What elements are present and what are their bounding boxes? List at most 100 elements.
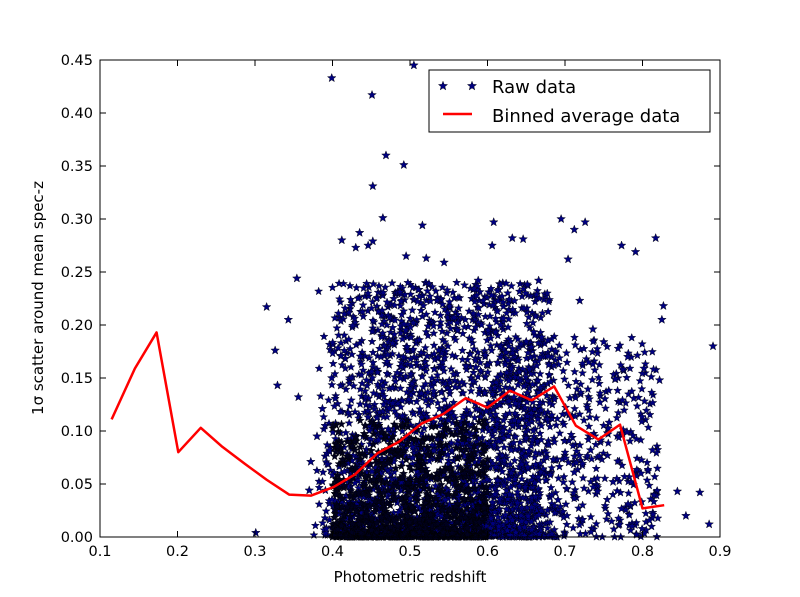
raw-data-point bbox=[388, 431, 398, 441]
raw-data-point bbox=[395, 383, 406, 393]
raw-data-point bbox=[469, 441, 479, 450]
raw-data-point bbox=[445, 377, 455, 387]
raw-data-point bbox=[545, 517, 555, 527]
raw-data-point bbox=[553, 494, 563, 505]
raw-data-point bbox=[397, 309, 407, 319]
x-tick-label: 0.1 bbox=[88, 544, 111, 560]
raw-data-point bbox=[349, 381, 359, 390]
raw-data-point bbox=[472, 404, 482, 413]
raw-data-point bbox=[501, 510, 511, 519]
raw-data-point bbox=[423, 321, 433, 331]
raw-data-point bbox=[654, 375, 665, 385]
raw-data-point bbox=[334, 330, 344, 340]
raw-data-point bbox=[532, 360, 542, 370]
raw-data-point bbox=[451, 443, 461, 453]
raw-data-point bbox=[380, 282, 390, 292]
raw-data-point bbox=[475, 492, 485, 502]
raw-data-point bbox=[403, 478, 413, 487]
raw-data-point bbox=[546, 482, 556, 492]
raw-data-point bbox=[488, 518, 498, 528]
raw-data-point bbox=[632, 464, 642, 474]
raw-data-point bbox=[423, 449, 433, 459]
raw-data-point bbox=[558, 366, 568, 375]
raw-data-point bbox=[440, 495, 450, 504]
raw-data-point bbox=[403, 346, 413, 355]
raw-data-point bbox=[337, 360, 347, 369]
raw-data-point bbox=[582, 451, 593, 460]
raw-data-point bbox=[608, 476, 618, 486]
raw-data-point bbox=[503, 322, 513, 332]
raw-data-point bbox=[432, 370, 442, 380]
raw-data-point bbox=[452, 517, 462, 527]
raw-data-point bbox=[510, 398, 521, 408]
raw-data-point bbox=[405, 383, 415, 393]
raw-data-point bbox=[261, 301, 272, 312]
raw-data-point bbox=[356, 498, 366, 508]
raw-data-point bbox=[523, 511, 533, 521]
raw-data-point bbox=[579, 415, 589, 425]
raw-data-point bbox=[367, 326, 377, 336]
raw-data-point bbox=[401, 455, 411, 464]
raw-data-point bbox=[423, 442, 433, 452]
raw-data-point bbox=[695, 487, 705, 497]
raw-data-point bbox=[376, 531, 386, 541]
x-tick-label: 0.5 bbox=[398, 544, 421, 560]
raw-data-point bbox=[367, 303, 377, 313]
raw-data-point bbox=[527, 502, 537, 512]
raw-data-point bbox=[496, 376, 506, 385]
raw-data-point bbox=[648, 509, 658, 519]
raw-data-point bbox=[429, 499, 439, 509]
raw-data-point bbox=[389, 329, 399, 339]
raw-data-point bbox=[571, 457, 581, 467]
raw-data-point bbox=[415, 404, 425, 413]
raw-data-point bbox=[494, 400, 504, 409]
raw-data-point bbox=[448, 287, 458, 297]
raw-data-point bbox=[566, 429, 576, 439]
raw-data-point bbox=[346, 395, 356, 405]
raw-data-point bbox=[379, 391, 389, 401]
raw-data-point bbox=[627, 521, 637, 531]
raw-data-point bbox=[516, 468, 526, 477]
raw-data-point bbox=[541, 475, 551, 485]
raw-data-point bbox=[442, 308, 453, 317]
raw-data-point bbox=[517, 448, 527, 458]
raw-data-point bbox=[350, 242, 361, 252]
raw-data-point bbox=[359, 428, 369, 438]
raw-data-point bbox=[563, 254, 573, 264]
raw-data-point bbox=[473, 372, 483, 381]
raw-data-point bbox=[473, 488, 483, 497]
raw-data-point bbox=[419, 480, 429, 489]
raw-data-point bbox=[453, 325, 463, 335]
raw-data-point bbox=[485, 311, 495, 321]
raw-data-point bbox=[336, 531, 346, 541]
raw-data-point bbox=[405, 354, 415, 364]
raw-data-point bbox=[579, 483, 589, 493]
raw-data-point bbox=[521, 433, 531, 443]
raw-data-point bbox=[535, 397, 545, 407]
raw-data-point bbox=[399, 468, 409, 478]
raw-data-point bbox=[607, 516, 617, 526]
raw-data-point bbox=[371, 458, 381, 468]
raw-data-point bbox=[383, 349, 393, 359]
raw-data-point bbox=[604, 417, 614, 427]
raw-data-point bbox=[457, 377, 467, 386]
raw-data-point bbox=[490, 489, 500, 499]
raw-data-point bbox=[342, 451, 352, 461]
raw-data-point bbox=[392, 410, 402, 419]
raw-data-point bbox=[406, 433, 416, 443]
raw-data-point bbox=[456, 463, 466, 472]
raw-data-point bbox=[421, 327, 431, 336]
raw-data-point bbox=[616, 240, 627, 250]
raw-data-point bbox=[622, 372, 632, 382]
raw-data-point bbox=[421, 379, 431, 388]
raw-data-point bbox=[457, 345, 467, 355]
raw-data-point bbox=[414, 451, 424, 461]
raw-data-point bbox=[530, 448, 540, 457]
raw-data-point bbox=[613, 343, 623, 353]
raw-data-point bbox=[336, 350, 346, 360]
raw-data-point bbox=[358, 365, 368, 375]
raw-data-point bbox=[526, 352, 536, 362]
raw-data-point bbox=[416, 347, 426, 357]
raw-data-point bbox=[364, 490, 374, 500]
raw-data-point bbox=[511, 527, 521, 537]
